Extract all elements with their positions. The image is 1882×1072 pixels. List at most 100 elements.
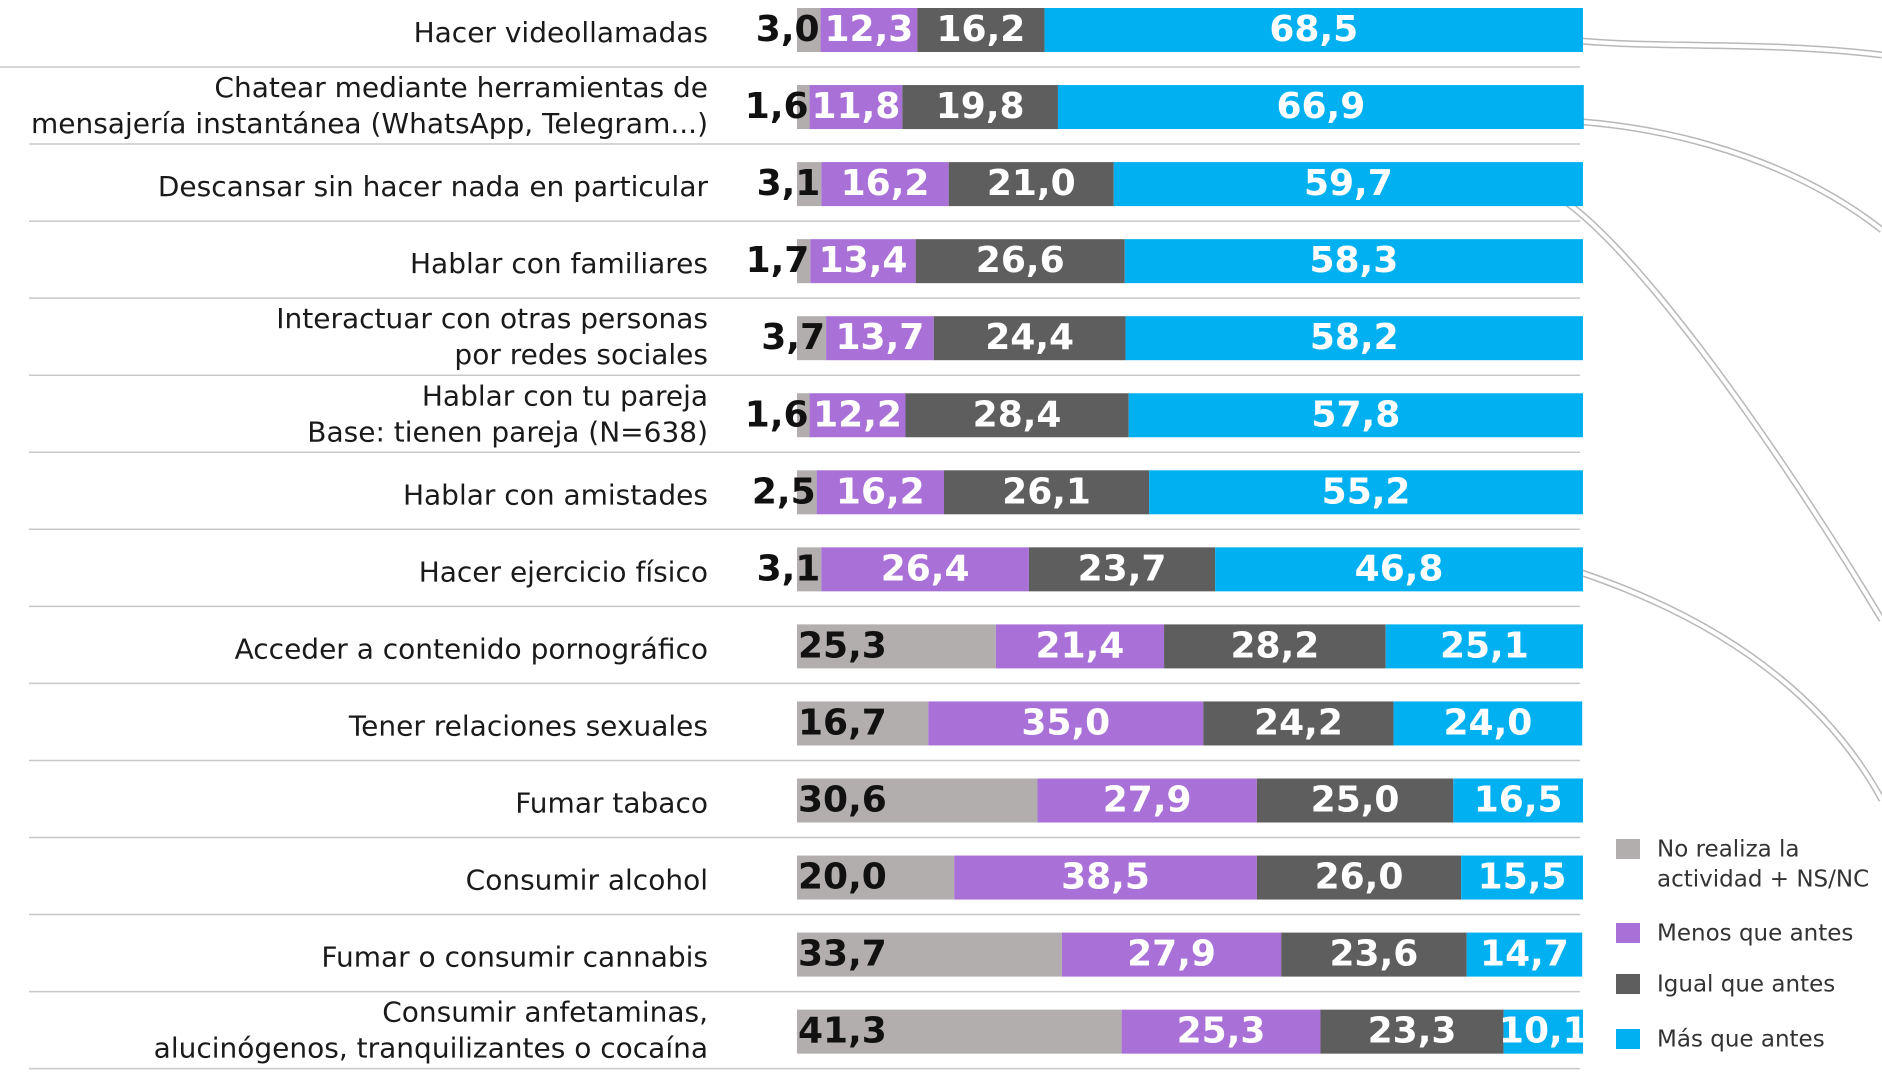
value-label: 27,9 [1127,934,1216,975]
value-label: 25,1 [1440,625,1529,666]
value-label: 46,8 [1355,548,1444,589]
value-label: 11,8 [812,86,901,127]
bar-segment [1125,316,1583,361]
value-label: 1,7 [746,240,810,281]
value-label: 13,4 [819,240,908,281]
value-label: 58,3 [1309,240,1398,281]
bar-segment [915,239,1125,284]
bar-segment [797,393,810,438]
value-label: 10,1 [1499,1011,1588,1052]
bar-segment [928,701,1204,746]
bar-segment [810,239,916,284]
bar-segment [1121,1009,1321,1054]
bar-segment [1203,701,1394,746]
value-label: 28,4 [973,394,1062,435]
category-label: Hacer videollamadas [414,16,708,49]
bar-segment [1044,8,1583,52]
bar-segment [1057,85,1584,130]
bar-segment [1113,162,1583,207]
value-label: 66,9 [1276,86,1365,127]
legend-label: No realiza la [1657,837,1800,863]
bar-segment [1256,855,1462,900]
value-label: 21,4 [1036,625,1125,666]
value-label: 55,2 [1322,471,1411,512]
value-label: 12,2 [813,394,902,435]
value-label: 13,7 [836,317,925,358]
value-label: 3,0 [756,9,820,50]
category-label: Hacer ejercicio físico [419,555,708,588]
value-label: 23,7 [1078,548,1167,589]
value-label: 38,5 [1061,857,1150,898]
bar-segment [902,85,1058,130]
category-label: Base: tienen pareja (N=638) [307,415,708,448]
value-label: 58,2 [1310,317,1399,358]
value-label: 24,2 [1254,702,1343,743]
category-label: Descansar sin hacer nada en particular [158,170,709,203]
value-label: 16,7 [798,702,887,743]
value-label: 3,1 [757,548,821,589]
legend-label: Más que antes [1657,1027,1825,1053]
category-label: Hablar con familiares [410,247,708,280]
value-label: 16,2 [937,9,1026,50]
bar-segment [1037,778,1257,823]
value-label: 26,0 [1315,857,1404,898]
value-label: 26,6 [976,240,1065,281]
bar-segment [1320,1009,1504,1054]
value-label: 1,6 [745,394,809,435]
bar-segment [797,239,811,284]
category-label: Fumar tabaco [515,787,708,820]
legend-label: Igual que antes [1657,972,1835,998]
bar-segment [1453,778,1583,823]
bar-segment [797,8,821,52]
bar-segment [1466,932,1583,977]
bar-segment [797,855,955,900]
bar-segment [797,778,1038,823]
legend-swatch [1616,839,1640,859]
bar-segment [1128,393,1583,438]
bar-segment [995,624,1165,669]
bar-segment [943,470,1150,515]
value-label: 16,5 [1474,780,1563,821]
bar-segment [1149,470,1583,515]
category-label: Hablar con tu pareja [422,379,708,412]
bar-segment [917,8,1045,52]
value-label: 15,5 [1478,857,1567,898]
category-label: Consumir anfetaminas, [382,996,708,1029]
bar-segment [797,1009,1122,1054]
value-label: 14,7 [1480,934,1569,975]
bar-segment [1215,547,1583,592]
value-label: 19,8 [936,86,1025,127]
bar-segment [809,85,903,130]
category-label: Hablar con amistades [403,478,708,511]
bar-segment [797,547,822,592]
bar-segment [797,162,822,207]
bar-segment [820,8,918,52]
value-label: 59,7 [1304,163,1393,204]
bar-segment [809,393,906,438]
bar-segment [933,316,1126,361]
legend-swatch [1616,974,1640,994]
bar-segment [1281,932,1467,977]
value-label: 26,1 [1002,471,1091,512]
value-label: 12,3 [825,9,914,50]
value-label: 68,5 [1269,9,1358,50]
category-label: mensajería instantánea (WhatsApp, Telegr… [31,107,708,140]
value-label: 25,3 [798,625,887,666]
value-label: 57,8 [1311,394,1400,435]
bar-segment [797,701,929,746]
bar-segment [1393,701,1583,746]
legend-label: actividad + NS/NC [1657,867,1869,893]
bar-segment [816,470,944,515]
bar-segment [1061,932,1282,977]
bar-segment [797,316,827,361]
value-label: 16,2 [841,163,930,204]
category-label: Interactuar con otras personas [276,302,708,335]
value-label: 3,7 [761,317,825,358]
bar-segment [797,932,1062,977]
legend-swatch [1616,1029,1640,1049]
value-label: 41,3 [798,1011,887,1052]
category-label: alucinógenos, tranquilizantes o cocaína [154,1032,708,1065]
value-label: 27,9 [1103,780,1192,821]
bar-segment [954,855,1257,900]
